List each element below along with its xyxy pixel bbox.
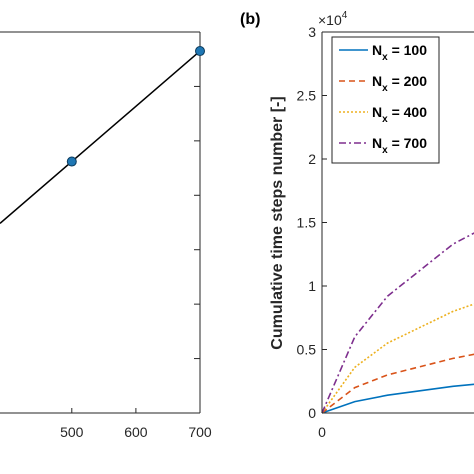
y-axis-label: Cumulative time steps number [-] [269, 96, 286, 349]
left-data-point [195, 46, 205, 57]
right-y-tick-label: 0.5 [297, 342, 317, 358]
legend-label-1: Nx = 200 [372, 73, 427, 94]
right-y-tick-label: 2.5 [297, 88, 317, 104]
right-series [321, 232, 474, 414]
right-panel: (b) ×104 00.511.522.53 0510 Cumulative t… [240, 10, 474, 440]
left-panel: 500 600 700 [0, 31, 212, 440]
series-line-2 [321, 303, 474, 414]
left-x-tick-label: 700 [188, 424, 212, 440]
series-line-3 [321, 232, 474, 414]
right-y-tick-label: 2 [308, 151, 316, 167]
right-y-tick-label: 3 [308, 24, 316, 40]
legend-box [331, 36, 440, 164]
legend-label-0: Nx = 100 [372, 42, 427, 63]
left-x-ticks: 500 600 700 [60, 408, 212, 440]
left-data-point [66, 156, 77, 167]
left-right-ticks [194, 31, 200, 414]
right-y-ticks: 0 0.5 1 1.5 2 2.5 3 [297, 24, 327, 421]
series-line-0 [321, 383, 474, 414]
right-y-tick-label: 1 [308, 278, 316, 294]
right-x-tick-label: 0 [318, 424, 326, 440]
series-line-1 [321, 353, 474, 414]
left-x-tick-label: 600 [124, 424, 148, 440]
legend-label-3: Nx = 700 [372, 135, 427, 156]
y-exponent: ×104 [318, 10, 348, 28]
legend: Nx = 100 Nx = 200 Nx = 400 Nx = 700 [331, 36, 440, 164]
panel-label: (b) [240, 11, 260, 28]
left-series-line [0, 50, 201, 224]
right-y-tick-label: 1.5 [297, 215, 317, 231]
left-series [0, 46, 205, 224]
legend-label-2: Nx = 400 [372, 104, 427, 125]
left-x-tick-label: 500 [60, 424, 84, 440]
right-y-tick-label: 0 [308, 405, 316, 421]
